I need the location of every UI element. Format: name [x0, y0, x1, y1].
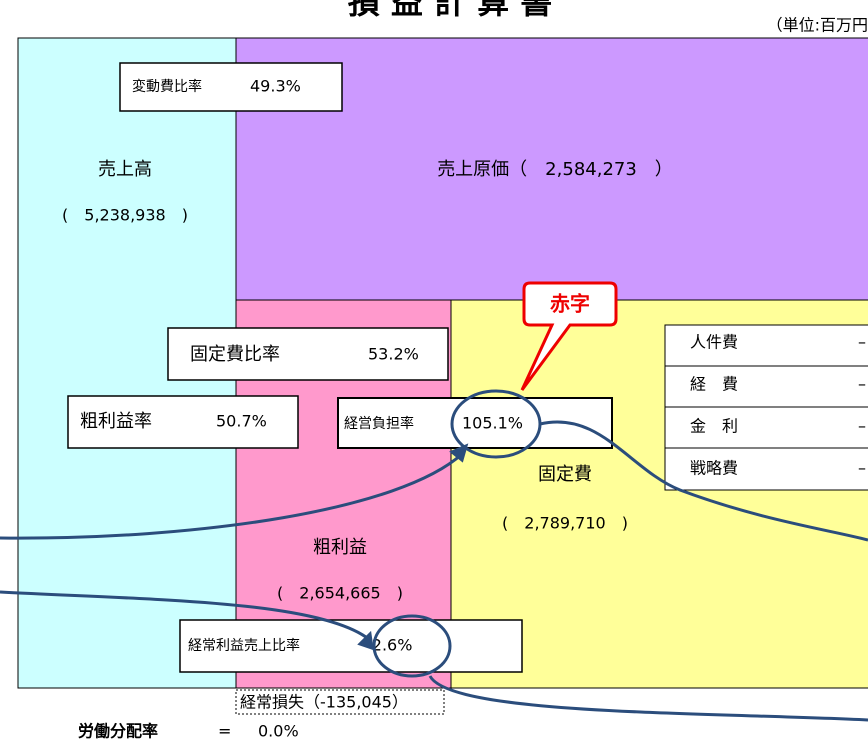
label: 粗利益率 — [80, 411, 152, 432]
cell: 人件費 — [690, 333, 738, 352]
label: 売上原価（ 2,584,273 ） — [437, 159, 673, 180]
label: 固定費比率 — [190, 344, 280, 365]
callout — [520, 281, 618, 391]
label: 売上高 — [98, 159, 152, 180]
value: 0.0% — [258, 722, 299, 741]
value: 49.3% — [250, 77, 301, 96]
value: -2.6% — [366, 636, 412, 655]
annotations — [0, 389, 868, 722]
label: 粗利益 — [313, 537, 367, 558]
callout-text: 赤字 — [550, 292, 590, 316]
cell: 金 利 — [690, 417, 738, 436]
box — [67, 395, 299, 449]
cell: – — [858, 459, 866, 478]
box — [119, 62, 343, 112]
value: 50.7% — [216, 412, 267, 431]
box — [167, 327, 449, 381]
label: 変動費比率 — [132, 78, 202, 95]
value: 53.2% — [368, 345, 419, 364]
cell: – — [858, 333, 866, 352]
label: = — [218, 722, 231, 741]
box — [235, 689, 445, 715]
cell: – — [858, 417, 866, 436]
title: 損 益 計 算 書 — [348, 0, 553, 21]
label: 労働分配率 — [78, 722, 158, 741]
label: 経常損失（-135,045） — [240, 693, 408, 712]
value: 105.1% — [462, 414, 523, 433]
value: ( 2,789,710 ) — [502, 514, 628, 533]
value: ( 2,654,665 ) — [277, 584, 403, 603]
label: 経営負担率 — [344, 415, 414, 432]
cell: 戦略費 — [690, 459, 738, 478]
label: 経常利益売上比率 — [188, 637, 300, 654]
cell: 経 費 — [690, 375, 738, 394]
cell: – — [858, 375, 866, 394]
value: ( 5,238,938 ) — [62, 206, 188, 225]
unit: （単位:百万円 — [767, 16, 868, 35]
label: 固定費 — [538, 464, 592, 485]
table-lines — [665, 365, 868, 449]
